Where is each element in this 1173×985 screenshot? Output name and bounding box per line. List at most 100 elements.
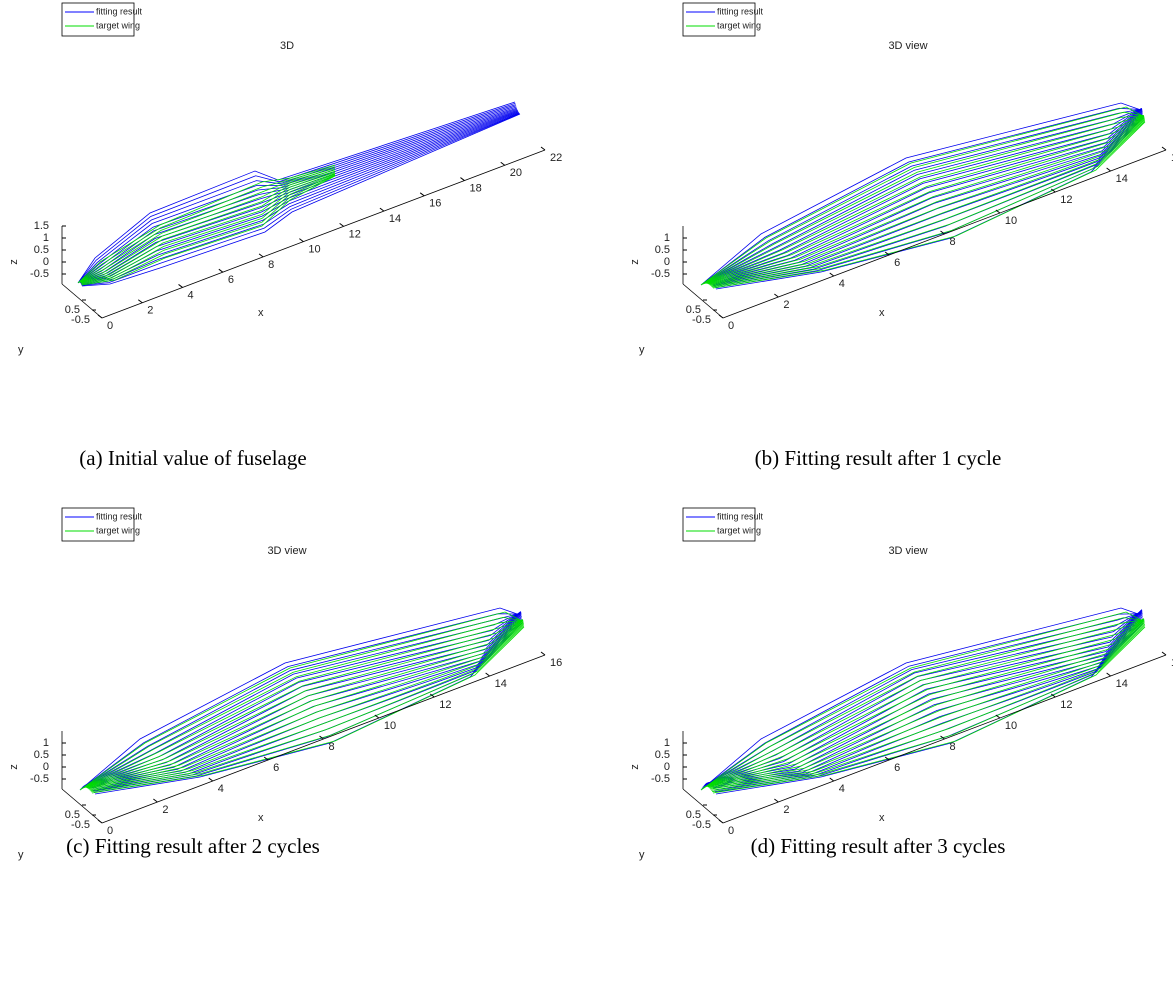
legend-box <box>61 507 135 542</box>
z-tick-label: 0.5 <box>34 749 49 761</box>
x-tick <box>97 819 103 824</box>
x-tick <box>940 230 945 235</box>
y-axis <box>682 788 724 824</box>
x-tick-label: 2 <box>147 305 153 317</box>
wireframe-line <box>701 617 1144 790</box>
wireframe-line <box>91 626 525 794</box>
wireframe-line <box>91 625 525 793</box>
x-tick <box>1050 693 1056 698</box>
plot-title: 3D view <box>267 545 306 557</box>
wireframe-line <box>710 611 1143 785</box>
legend-box <box>61 2 135 37</box>
legend-label: target wing <box>96 20 140 30</box>
wireframe-line <box>712 614 1143 787</box>
wireframe-line <box>711 111 1143 284</box>
x-tick-label: 0 <box>728 825 734 837</box>
y-axis-label: y <box>639 344 645 356</box>
y-axis-label: y <box>18 849 24 861</box>
wireframe-line <box>700 106 1144 286</box>
x-tick <box>137 299 143 304</box>
x-tick <box>178 284 183 288</box>
x-tick <box>774 293 779 298</box>
caption: (c) Fitting result after 2 cycles <box>66 834 320 858</box>
x-tick <box>540 146 546 151</box>
z-tick-label: -0.5 <box>651 773 670 785</box>
x-tick <box>263 756 269 761</box>
z-tick-label: -0.5 <box>30 268 49 280</box>
x-tick-label: 16 <box>1171 152 1173 164</box>
wireframe-line <box>715 117 1144 290</box>
z-axis-label: z <box>629 764 641 770</box>
wireframe-line <box>79 170 336 283</box>
x-tick-label: 16 <box>1171 657 1173 669</box>
legend-label: fitting result <box>717 6 764 16</box>
wireframe-line <box>705 115 1144 284</box>
x-tick <box>1161 146 1167 151</box>
x-tick <box>429 693 435 698</box>
wireframe-line <box>89 622 524 791</box>
wireframe-line <box>88 621 524 790</box>
y-axis <box>61 788 103 824</box>
wireframe-line <box>80 111 519 284</box>
wireframe-line <box>84 619 523 788</box>
wireframe-line <box>81 619 523 790</box>
wireframe-line <box>712 626 1146 794</box>
wireframe-line <box>700 102 1142 286</box>
legend-label: target wing <box>717 20 761 30</box>
wireframe-line <box>709 621 1145 789</box>
x-tick-label: 4 <box>188 289 194 301</box>
wireframe-line <box>712 112 1143 285</box>
wireframe-line <box>77 101 516 284</box>
x-tick <box>319 735 324 740</box>
y-tick-label: 0.5 <box>686 809 701 821</box>
x-tick <box>829 272 835 277</box>
x-tick-label: 12 <box>439 699 451 711</box>
wireframe-line <box>79 607 521 791</box>
x-tick-label: 20 <box>510 167 522 179</box>
plot-title: 3D view <box>888 40 927 52</box>
x-tick-label: 8 <box>268 259 274 271</box>
legend-box <box>682 2 756 37</box>
wireframe-line <box>706 108 1143 283</box>
wireframe-line <box>704 618 1144 788</box>
legend-label: fitting result <box>96 511 143 521</box>
wireframe-line <box>705 115 1145 284</box>
z-tick-label: 0 <box>43 761 49 773</box>
x-tick-label: 10 <box>384 720 396 732</box>
wireframe-line <box>80 173 336 284</box>
x-tick-label: 6 <box>894 257 900 269</box>
wireframe-line <box>710 622 1145 790</box>
x-tick <box>460 177 465 181</box>
wireframe-line <box>711 119 1145 287</box>
x-tick-label: 14 <box>1116 173 1128 185</box>
wireframe-line <box>88 612 522 786</box>
wireframe-line <box>702 619 1144 789</box>
x-tick <box>718 314 724 319</box>
z-tick-label: 0 <box>43 256 49 268</box>
x-tick-label: 2 <box>783 299 789 311</box>
wireframe-line <box>703 618 1144 788</box>
caption: (a) Initial value of fuselage <box>79 446 306 470</box>
x-tick-label: 12 <box>1060 194 1072 206</box>
x-tick-label: 4 <box>839 783 845 795</box>
x-tick-label: 16 <box>550 657 562 669</box>
wireframe-line <box>708 620 1145 788</box>
wireframe-line <box>79 172 336 283</box>
y-axis-label: y <box>18 344 24 356</box>
wireframe-line <box>703 115 1144 285</box>
wireframe-line <box>82 612 521 788</box>
x-axis-label: x <box>258 307 264 319</box>
x-axis-label: x <box>258 812 264 824</box>
wireframe-line <box>94 622 523 795</box>
x-axis-label: x <box>879 307 885 319</box>
wireframe-line <box>706 618 1145 787</box>
x-tick-label: 4 <box>839 278 845 290</box>
wireframe-line <box>712 625 1146 793</box>
z-tick-label: -0.5 <box>651 268 670 280</box>
y-tick-label: -0.5 <box>71 314 90 326</box>
x-tick-label: 2 <box>783 804 789 816</box>
